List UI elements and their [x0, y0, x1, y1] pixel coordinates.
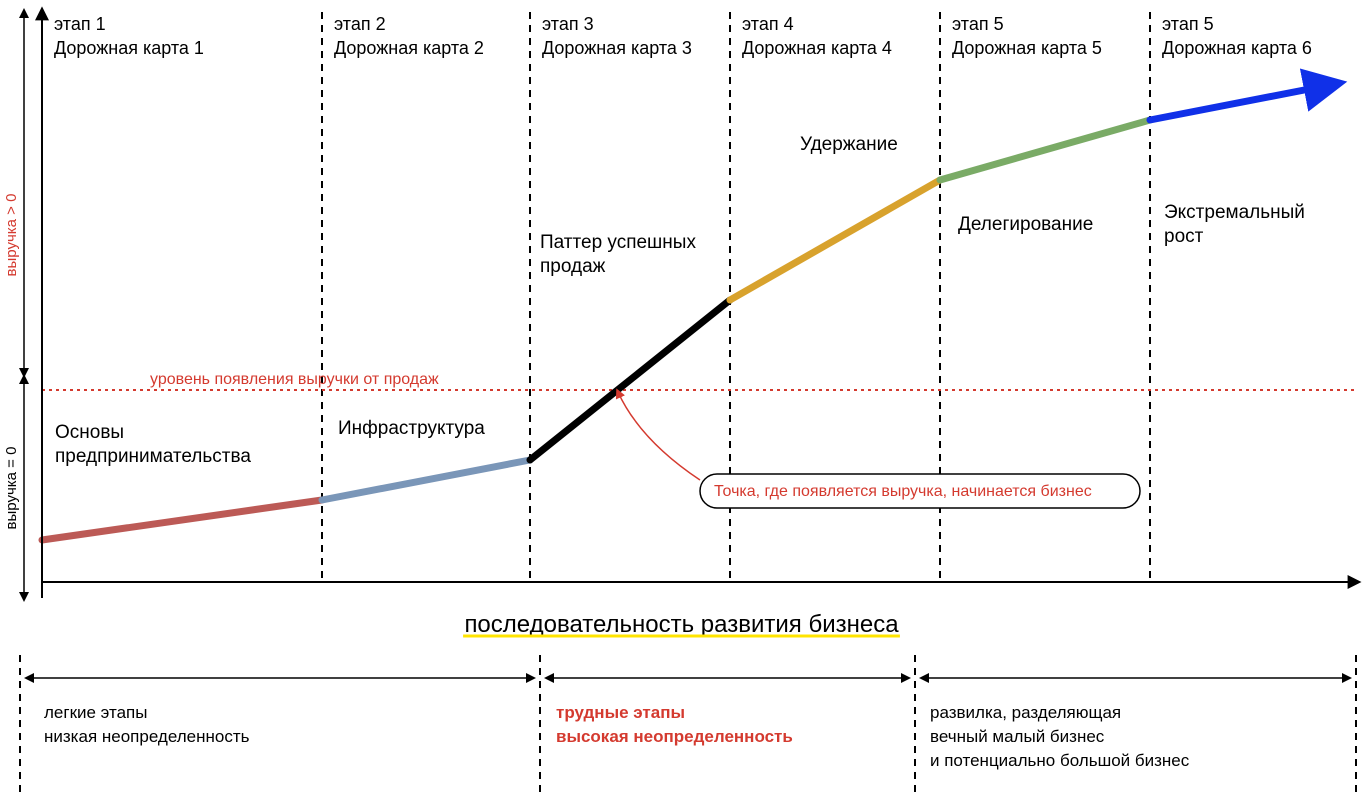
curve-label: Удержание	[800, 134, 898, 155]
stage-header-line1: этап 2	[334, 14, 386, 34]
stage-header-line1: этап 1	[54, 14, 106, 34]
stage-header-line2: Дорожная карта 1	[54, 38, 204, 58]
stage-header-line1: этап 3	[542, 14, 594, 34]
bottom-group-label: высокая неопределенность	[556, 727, 793, 746]
curve-label: предпринимательства	[55, 446, 251, 467]
stage-header-line1: этап 4	[742, 14, 794, 34]
stage-header-line2: Дорожная карта 4	[742, 38, 892, 58]
curve-label: Экстремальный	[1164, 202, 1305, 223]
y-label-positive: выручка > 0	[3, 194, 20, 277]
stage-header-line1: этап 5	[952, 14, 1004, 34]
bottom-group-label: низкая неопределенность	[44, 727, 250, 746]
stage-header-line2: Дорожная карта 2	[334, 38, 484, 58]
curve-label: Инфраструктура	[338, 418, 485, 439]
y-label-zero: выручка = 0	[3, 447, 20, 530]
curve-label: Делегирование	[958, 214, 1093, 235]
stage-header-line2: Дорожная карта 5	[952, 38, 1102, 58]
curve-label: Паттер успешных	[540, 232, 696, 253]
bottom-group-label: трудные этапы	[556, 703, 685, 722]
bottom-group-label: и потенциально большой бизнес	[930, 751, 1190, 770]
bottom-group-label: вечный малый бизнес	[930, 727, 1105, 746]
curve-label: Основы	[55, 422, 124, 443]
callout-text: Точка, где появляется выручка, начинаетс…	[714, 483, 1092, 500]
stage-header-line2: Дорожная карта 3	[542, 38, 692, 58]
bottom-group-label: развилка, разделяющая	[930, 703, 1121, 722]
stage-header-line2: Дорожная карта 6	[1162, 38, 1312, 58]
bottom-group-label: легкие этапы	[44, 703, 147, 722]
curve-label: рост	[1164, 226, 1204, 247]
stage-header-line1: этап 5	[1162, 14, 1214, 34]
x-axis-title: последовательность развития бизнеса	[464, 611, 899, 638]
revenue-threshold-label: уровень появления выручки от продаж	[150, 371, 439, 388]
curve-label: продаж	[540, 256, 606, 277]
